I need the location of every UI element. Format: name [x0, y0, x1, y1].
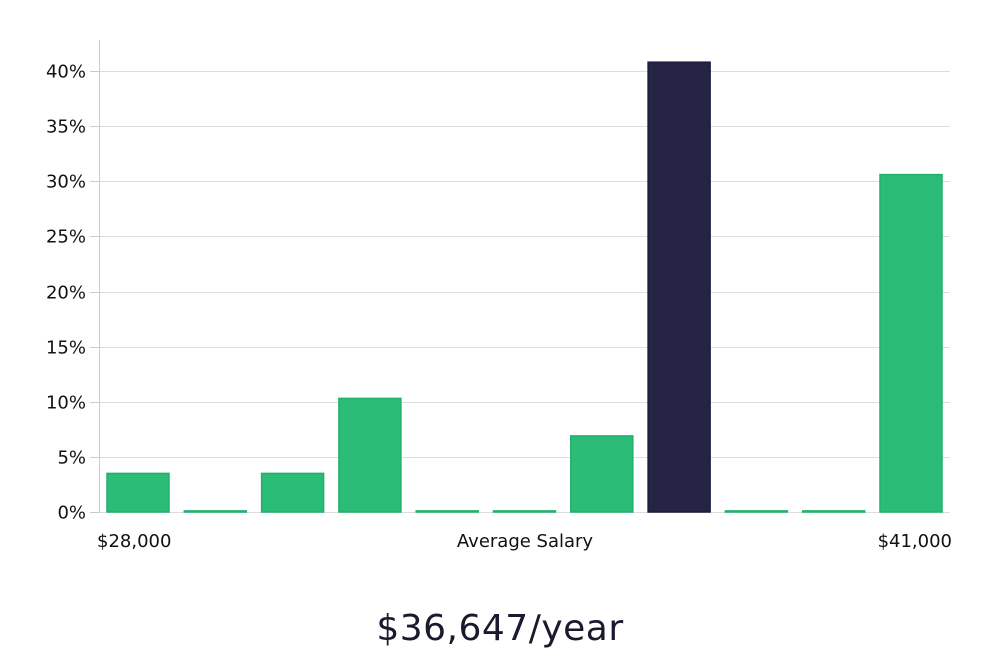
bar — [879, 173, 943, 513]
y-tick-label: 30% — [46, 172, 86, 193]
bar — [183, 510, 248, 513]
y-tick-label: 0% — [57, 503, 86, 524]
y-tick-label: 25% — [46, 227, 86, 248]
bar — [106, 472, 170, 513]
x-max-label: $41,000 — [878, 531, 952, 552]
bar — [570, 435, 634, 513]
bar — [724, 510, 789, 513]
salary-histogram: 0% 5% 10% 15% 20% 25% 30% 35% 40% $28,000 Averag… — [46, 40, 952, 552]
y-tick-label: 15% — [46, 338, 86, 359]
y-tick-label: 35% — [46, 117, 86, 138]
bar — [338, 397, 402, 513]
y-tick-labels: 0% 5% 10% 15% 20% 25% 30% 35% 40% — [46, 62, 86, 524]
grid-lines — [90, 71, 950, 513]
bar — [492, 510, 557, 513]
x-labels: $28,000 Average Salary $41,000 — [97, 531, 952, 552]
bar — [260, 472, 325, 513]
bar-highlighted — [647, 61, 711, 513]
bar — [415, 510, 479, 513]
y-tick-label: 20% — [46, 283, 86, 304]
y-tick-label: 10% — [46, 393, 86, 414]
y-tick-label: 40% — [46, 62, 86, 83]
bar — [801, 510, 866, 513]
bars — [106, 61, 943, 513]
x-min-label: $28,000 — [97, 531, 171, 552]
average-salary-summary: $36,647/year — [376, 608, 624, 649]
x-axis-title: Average Salary — [457, 531, 594, 552]
y-tick-label: 5% — [57, 448, 86, 469]
